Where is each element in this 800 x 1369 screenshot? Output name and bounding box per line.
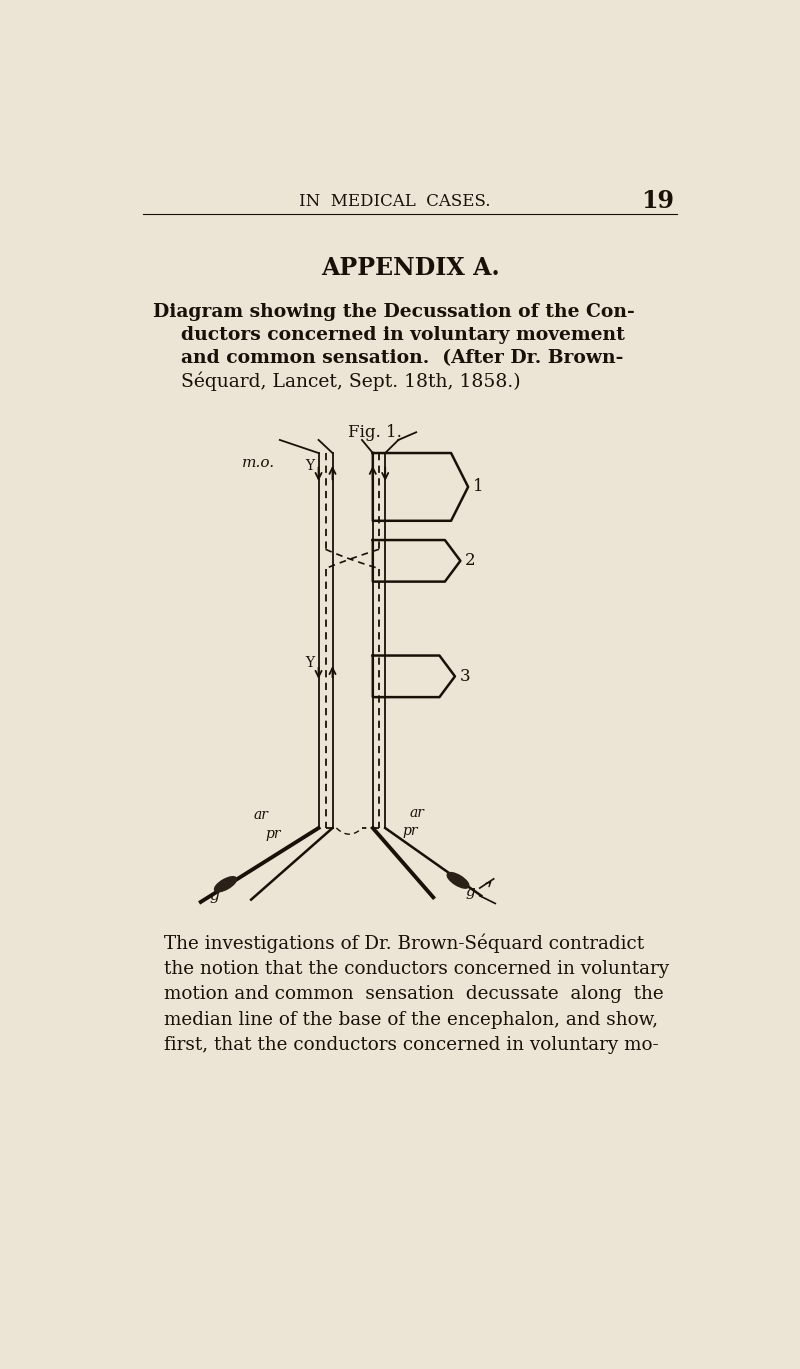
Text: 3: 3 xyxy=(459,668,470,684)
Text: 2: 2 xyxy=(465,552,476,570)
Text: Y: Y xyxy=(306,459,314,474)
Ellipse shape xyxy=(447,872,469,888)
Text: APPENDIX A.: APPENDIX A. xyxy=(321,256,499,281)
Text: IN  MEDICAL  CASES.: IN MEDICAL CASES. xyxy=(298,193,490,209)
Text: median line of the base of the encephalon, and show,: median line of the base of the encephalo… xyxy=(163,1010,658,1028)
Text: m.o.: m.o. xyxy=(242,456,275,470)
Ellipse shape xyxy=(214,876,237,891)
Text: g: g xyxy=(210,888,219,902)
Text: ar: ar xyxy=(410,806,425,820)
Text: motion and common  sensation  decussate  along  the: motion and common sensation decussate al… xyxy=(163,986,663,1003)
Text: g: g xyxy=(466,884,475,899)
Text: the notion that the conductors concerned in voluntary: the notion that the conductors concerned… xyxy=(163,960,669,977)
Text: Y: Y xyxy=(306,656,314,671)
Text: 1: 1 xyxy=(473,478,483,496)
Text: Séquard, Lancet, Sept. 18th, 1858.): Séquard, Lancet, Sept. 18th, 1858.) xyxy=(182,371,521,392)
Text: Diagram showing the Decussation of the Con-: Diagram showing the Decussation of the C… xyxy=(153,303,634,322)
Text: 19: 19 xyxy=(642,189,674,214)
Text: The investigations of Dr. Brown-Séquard contradict: The investigations of Dr. Brown-Séquard … xyxy=(163,934,644,953)
Text: pr: pr xyxy=(265,827,281,841)
Text: ductors concerned in voluntary movement: ductors concerned in voluntary movement xyxy=(182,326,626,344)
Text: ar: ar xyxy=(254,808,268,821)
Text: Fig. 1.: Fig. 1. xyxy=(348,424,402,441)
Text: and common sensation.  (After Dr. Brown-: and common sensation. (After Dr. Brown- xyxy=(182,349,624,367)
Text: pr: pr xyxy=(402,824,418,838)
Text: first, that the conductors concerned in voluntary mo-: first, that the conductors concerned in … xyxy=(163,1036,658,1054)
